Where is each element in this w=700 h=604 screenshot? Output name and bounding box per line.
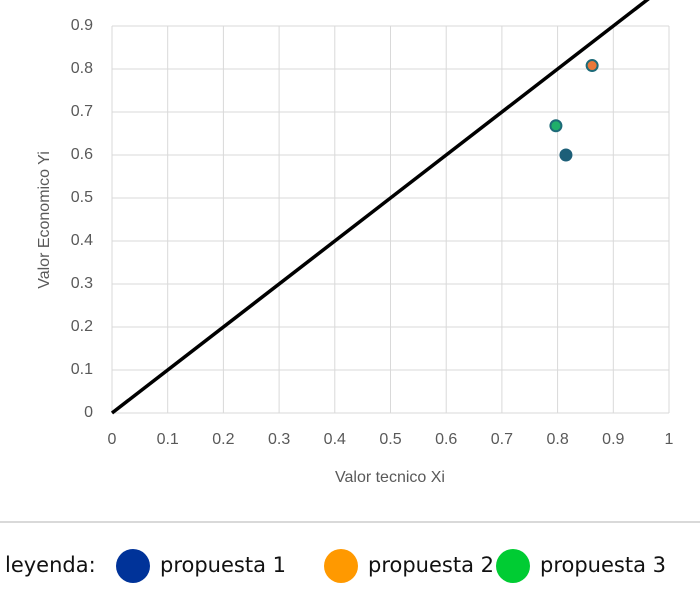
- y-tick-label: 0.2: [71, 318, 93, 335]
- legend-label: propuesta 2: [368, 553, 494, 577]
- y-tick-label: 0.8: [71, 60, 93, 77]
- legend-label: propuesta 1: [160, 553, 286, 577]
- point: [585, 59, 599, 73]
- point: [549, 119, 563, 133]
- legend-swatch: [496, 549, 530, 583]
- y-tick-label: 0.7: [71, 103, 93, 120]
- legend: leyenda: propuesta 1 propuesta 2 propuesta…: [5, 549, 666, 583]
- x-tick-label: 0.9: [602, 431, 624, 448]
- x-tick-label: 0: [108, 431, 117, 448]
- x-tick-label: 0.1: [157, 431, 179, 448]
- y-tick-label: 0.4: [71, 232, 93, 249]
- y-tick-label: 0: [84, 404, 93, 421]
- x-axis-title: Valor tecnico Xi: [335, 469, 445, 486]
- y-tick-label: 0.3: [71, 275, 93, 292]
- x-tick-label: 0.3: [268, 431, 290, 448]
- legend-title: leyenda:: [5, 553, 96, 577]
- reference-line: [110, 0, 650, 415]
- x-tick-label: 0.6: [435, 431, 457, 448]
- y-tick-label: 0.1: [71, 361, 93, 378]
- y-axis-title: Valor Economico Yi: [36, 151, 53, 289]
- legend-swatch: [116, 549, 150, 583]
- y-tick-label: 0.6: [71, 146, 93, 163]
- y-tick-label: 0.5: [71, 189, 93, 206]
- legend-label: propuesta 3: [540, 553, 666, 577]
- x-tick-label: 0.7: [491, 431, 513, 448]
- x-tick-label: 0.8: [546, 431, 568, 448]
- x-tick-label: 0.5: [379, 431, 401, 448]
- x-tick-label: 0.4: [324, 431, 346, 448]
- point: [559, 148, 573, 162]
- x-tick-label: 1: [665, 431, 674, 448]
- legend-swatch: [324, 549, 358, 583]
- y-tick-label: 0.9: [71, 17, 93, 34]
- x-tick-label: 0.2: [212, 431, 234, 448]
